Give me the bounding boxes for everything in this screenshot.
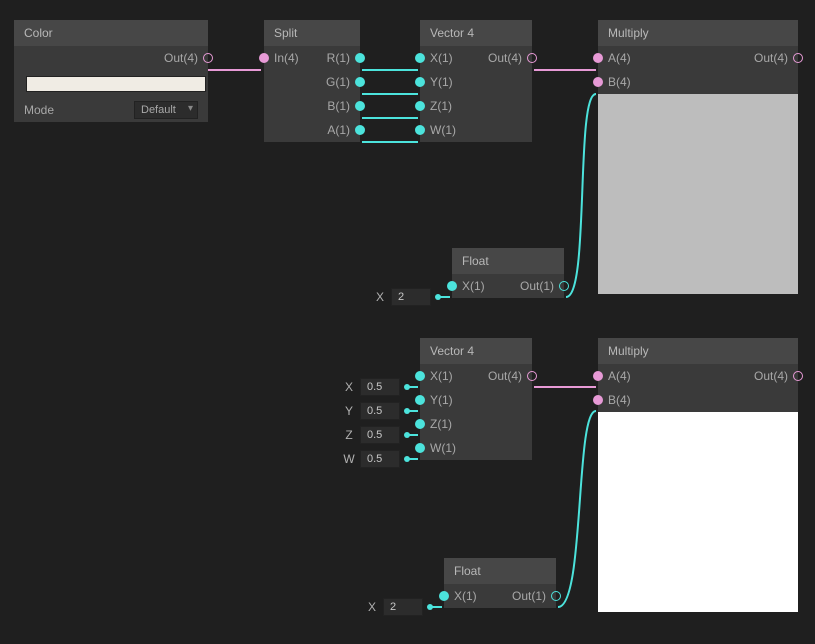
vec4b-w-field: W 0.5 xyxy=(342,450,410,468)
port-in[interactable] xyxy=(259,53,269,63)
port-out[interactable] xyxy=(551,591,561,601)
port-label-y: Y(1) xyxy=(430,393,453,407)
node-title: Float xyxy=(444,558,556,584)
connector-dot xyxy=(404,456,410,462)
port-label-out: Out(4) xyxy=(24,51,198,65)
port-label-b: B(4) xyxy=(608,393,631,407)
connector-dot xyxy=(404,408,410,414)
connector-dot xyxy=(435,294,441,300)
mode-label: Mode xyxy=(24,103,54,117)
port-label-x: X(1) xyxy=(430,369,453,383)
port-label-x: X(1) xyxy=(462,279,485,293)
port-b[interactable] xyxy=(355,101,365,111)
preview-swatch xyxy=(598,94,798,294)
vec4b-y-field: Y 0.5 xyxy=(342,402,410,420)
port-label-out: Out(4) xyxy=(754,369,788,383)
port-label-out: Out(4) xyxy=(488,369,522,383)
port-w[interactable] xyxy=(415,125,425,135)
node-title: Multiply xyxy=(598,20,798,46)
connector-dot xyxy=(404,432,410,438)
port-out[interactable] xyxy=(203,53,213,63)
node-split[interactable]: Split In(4) R(1) G(1) B(1) A(1) xyxy=(264,20,360,142)
preview-swatch xyxy=(598,412,798,612)
float-a-x-label: X xyxy=(373,290,387,304)
port-r[interactable] xyxy=(355,53,365,63)
float-a-field: X 2 xyxy=(373,288,441,306)
vec4b-z-input[interactable]: 0.5 xyxy=(360,426,400,444)
port-label-y: Y(1) xyxy=(430,75,453,89)
port-y[interactable] xyxy=(415,395,425,405)
port-y[interactable] xyxy=(415,77,425,87)
port-label-x: X(1) xyxy=(430,51,453,65)
float-a-x-input[interactable]: 2 xyxy=(391,288,431,306)
node-title: Float xyxy=(452,248,564,274)
port-label-out: Out(1) xyxy=(520,279,554,293)
vec4b-y-input[interactable]: 0.5 xyxy=(360,402,400,420)
port-x[interactable] xyxy=(439,591,449,601)
port-label-a: A(1) xyxy=(274,123,350,137)
port-x[interactable] xyxy=(447,281,457,291)
float-b-x-input[interactable]: 2 xyxy=(383,598,423,616)
port-z[interactable] xyxy=(415,419,425,429)
float-b-field: X 2 xyxy=(365,598,433,616)
port-out[interactable] xyxy=(793,371,803,381)
node-title: Split xyxy=(264,20,360,46)
port-label-out: Out(4) xyxy=(754,51,788,65)
port-a[interactable] xyxy=(593,371,603,381)
port-label-w: W(1) xyxy=(430,441,456,455)
color-swatch[interactable] xyxy=(26,76,206,92)
port-out[interactable] xyxy=(559,281,569,291)
port-a[interactable] xyxy=(355,125,365,135)
node-title: Multiply xyxy=(598,338,798,364)
port-label-b: B(4) xyxy=(608,75,631,89)
node-multiply-b[interactable]: Multiply A(4) Out(4) B(4) xyxy=(598,338,798,612)
port-out[interactable] xyxy=(527,53,537,63)
port-b[interactable] xyxy=(593,395,603,405)
node-vector4-b[interactable]: Vector 4 X(1) Out(4) Y(1) Z(1) W(1) xyxy=(420,338,532,460)
connector-dot xyxy=(404,384,410,390)
node-multiply-a[interactable]: Multiply A(4) Out(4) B(4) xyxy=(598,20,798,294)
port-label-r: R(1) xyxy=(327,51,350,65)
node-title: Vector 4 xyxy=(420,338,532,364)
vec4b-w-input[interactable]: 0.5 xyxy=(360,450,400,468)
vec4b-x-input[interactable]: 0.5 xyxy=(360,378,400,396)
port-a[interactable] xyxy=(593,53,603,63)
port-z[interactable] xyxy=(415,101,425,111)
port-label-out: Out(1) xyxy=(512,589,546,603)
port-x[interactable] xyxy=(415,53,425,63)
port-label-w: W(1) xyxy=(430,123,456,137)
port-w[interactable] xyxy=(415,443,425,453)
node-float-b[interactable]: Float X(1) Out(1) xyxy=(444,558,556,608)
port-out[interactable] xyxy=(527,371,537,381)
node-float-a[interactable]: Float X(1) Out(1) xyxy=(452,248,564,298)
node-title: Color xyxy=(14,20,208,46)
port-label-x: X(1) xyxy=(454,589,477,603)
port-b[interactable] xyxy=(593,77,603,87)
port-label-z: Z(1) xyxy=(430,417,452,431)
port-label-out: Out(4) xyxy=(488,51,522,65)
vec4b-z-field: Z 0.5 xyxy=(342,426,410,444)
node-vector4-a[interactable]: Vector 4 X(1) Out(4) Y(1) Z(1) W(1) xyxy=(420,20,532,142)
port-label-g: G(1) xyxy=(274,75,350,89)
port-label-a: A(4) xyxy=(608,369,631,383)
port-out[interactable] xyxy=(793,53,803,63)
port-label-a: A(4) xyxy=(608,51,631,65)
node-color[interactable]: Color Out(4) Mode Default xyxy=(14,20,208,122)
port-x[interactable] xyxy=(415,371,425,381)
port-g[interactable] xyxy=(355,77,365,87)
node-title: Vector 4 xyxy=(420,20,532,46)
port-label-z: Z(1) xyxy=(430,99,452,113)
vec4b-x-field: X 0.5 xyxy=(342,378,410,396)
port-label-in: In(4) xyxy=(274,51,299,65)
mode-select[interactable]: Default xyxy=(134,101,198,119)
port-label-b: B(1) xyxy=(274,99,350,113)
connector-dot xyxy=(427,604,433,610)
